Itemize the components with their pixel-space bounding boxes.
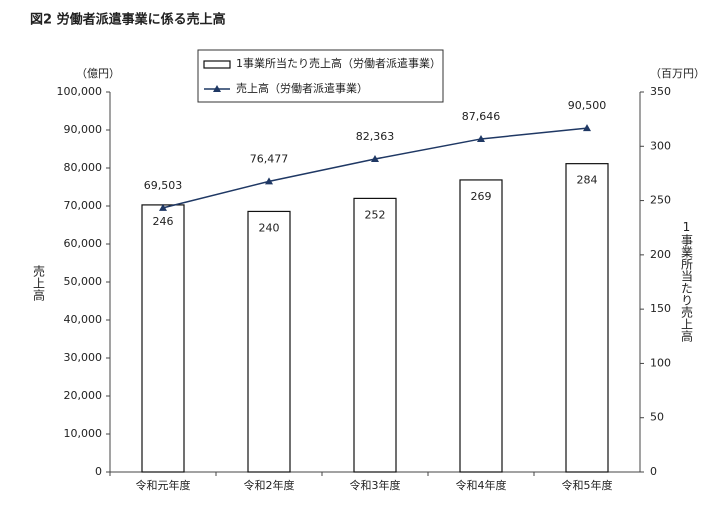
y-tick-label: 30,000 [64, 351, 103, 364]
x-tick-label: 令和2年度 [244, 478, 295, 492]
bar-label: 269 [471, 190, 492, 203]
y2-unit: （百万円） [650, 67, 705, 80]
line-label: 87,646 [462, 110, 501, 123]
line-marker [159, 203, 167, 211]
bar [247, 210, 291, 473]
line-marker [371, 155, 379, 163]
y-tick-label: 90,000 [64, 123, 103, 136]
legend-label: 売上高（労働者派遣事業） [236, 81, 368, 95]
y2-tick-label: 250 [650, 194, 671, 207]
y2-tick-label: 0 [650, 465, 657, 478]
y-tick-label: 10,000 [64, 427, 103, 440]
y2-tick-label: 300 [650, 139, 671, 152]
y-tick-label: 0 [95, 465, 102, 478]
bar-label: 284 [577, 174, 598, 187]
line-marker [583, 124, 591, 132]
legend-marker [213, 85, 221, 92]
y2-tick-label: 350 [650, 85, 671, 98]
line-marker [265, 177, 273, 185]
line-label: 69,503 [144, 179, 183, 192]
y-tick-label: 70,000 [64, 199, 103, 212]
y-tick-label: 100,000 [57, 85, 103, 98]
x-tick-label: 令和元年度 [136, 478, 191, 492]
y-tick-label: 50,000 [64, 275, 103, 288]
y-tick-label: 40,000 [64, 313, 103, 326]
y2-tick-label: 100 [650, 356, 671, 369]
x-tick-label: 令和4年度 [456, 478, 507, 492]
line-label: 82,363 [356, 130, 395, 143]
y-tick-label: 60,000 [64, 237, 103, 250]
y-tick-label: 80,000 [64, 161, 103, 174]
bar-label: 252 [365, 208, 386, 221]
line-marker [477, 134, 485, 142]
legend-swatch [203, 60, 231, 69]
x-tick-label: 令和5年度 [562, 478, 613, 492]
bar-label: 246 [153, 215, 174, 228]
bar [565, 163, 609, 473]
legend-box [197, 49, 444, 103]
y2-axis-label: 1事業所当たり売上高 [680, 220, 694, 343]
bar [353, 197, 397, 473]
x-tick-label: 令和3年度 [350, 478, 401, 492]
y-unit: （億円） [76, 67, 120, 80]
y2-tick-label: 150 [650, 302, 671, 315]
chart-title: 図2 労働者派遣事業に係る売上高 [30, 12, 226, 28]
y2-tick-label: 50 [650, 411, 664, 424]
bar [141, 204, 185, 473]
bar-label: 240 [259, 221, 280, 234]
legend-label: 1事業所当たり売上高（労働者派遣事業） [236, 56, 441, 70]
line-label: 90,500 [568, 99, 607, 112]
y2-tick-label: 200 [650, 248, 671, 261]
bar [459, 179, 503, 473]
y-axis-label: 売上高 [32, 264, 46, 302]
y-tick-label: 20,000 [64, 389, 103, 402]
line-label: 76,477 [250, 152, 289, 165]
